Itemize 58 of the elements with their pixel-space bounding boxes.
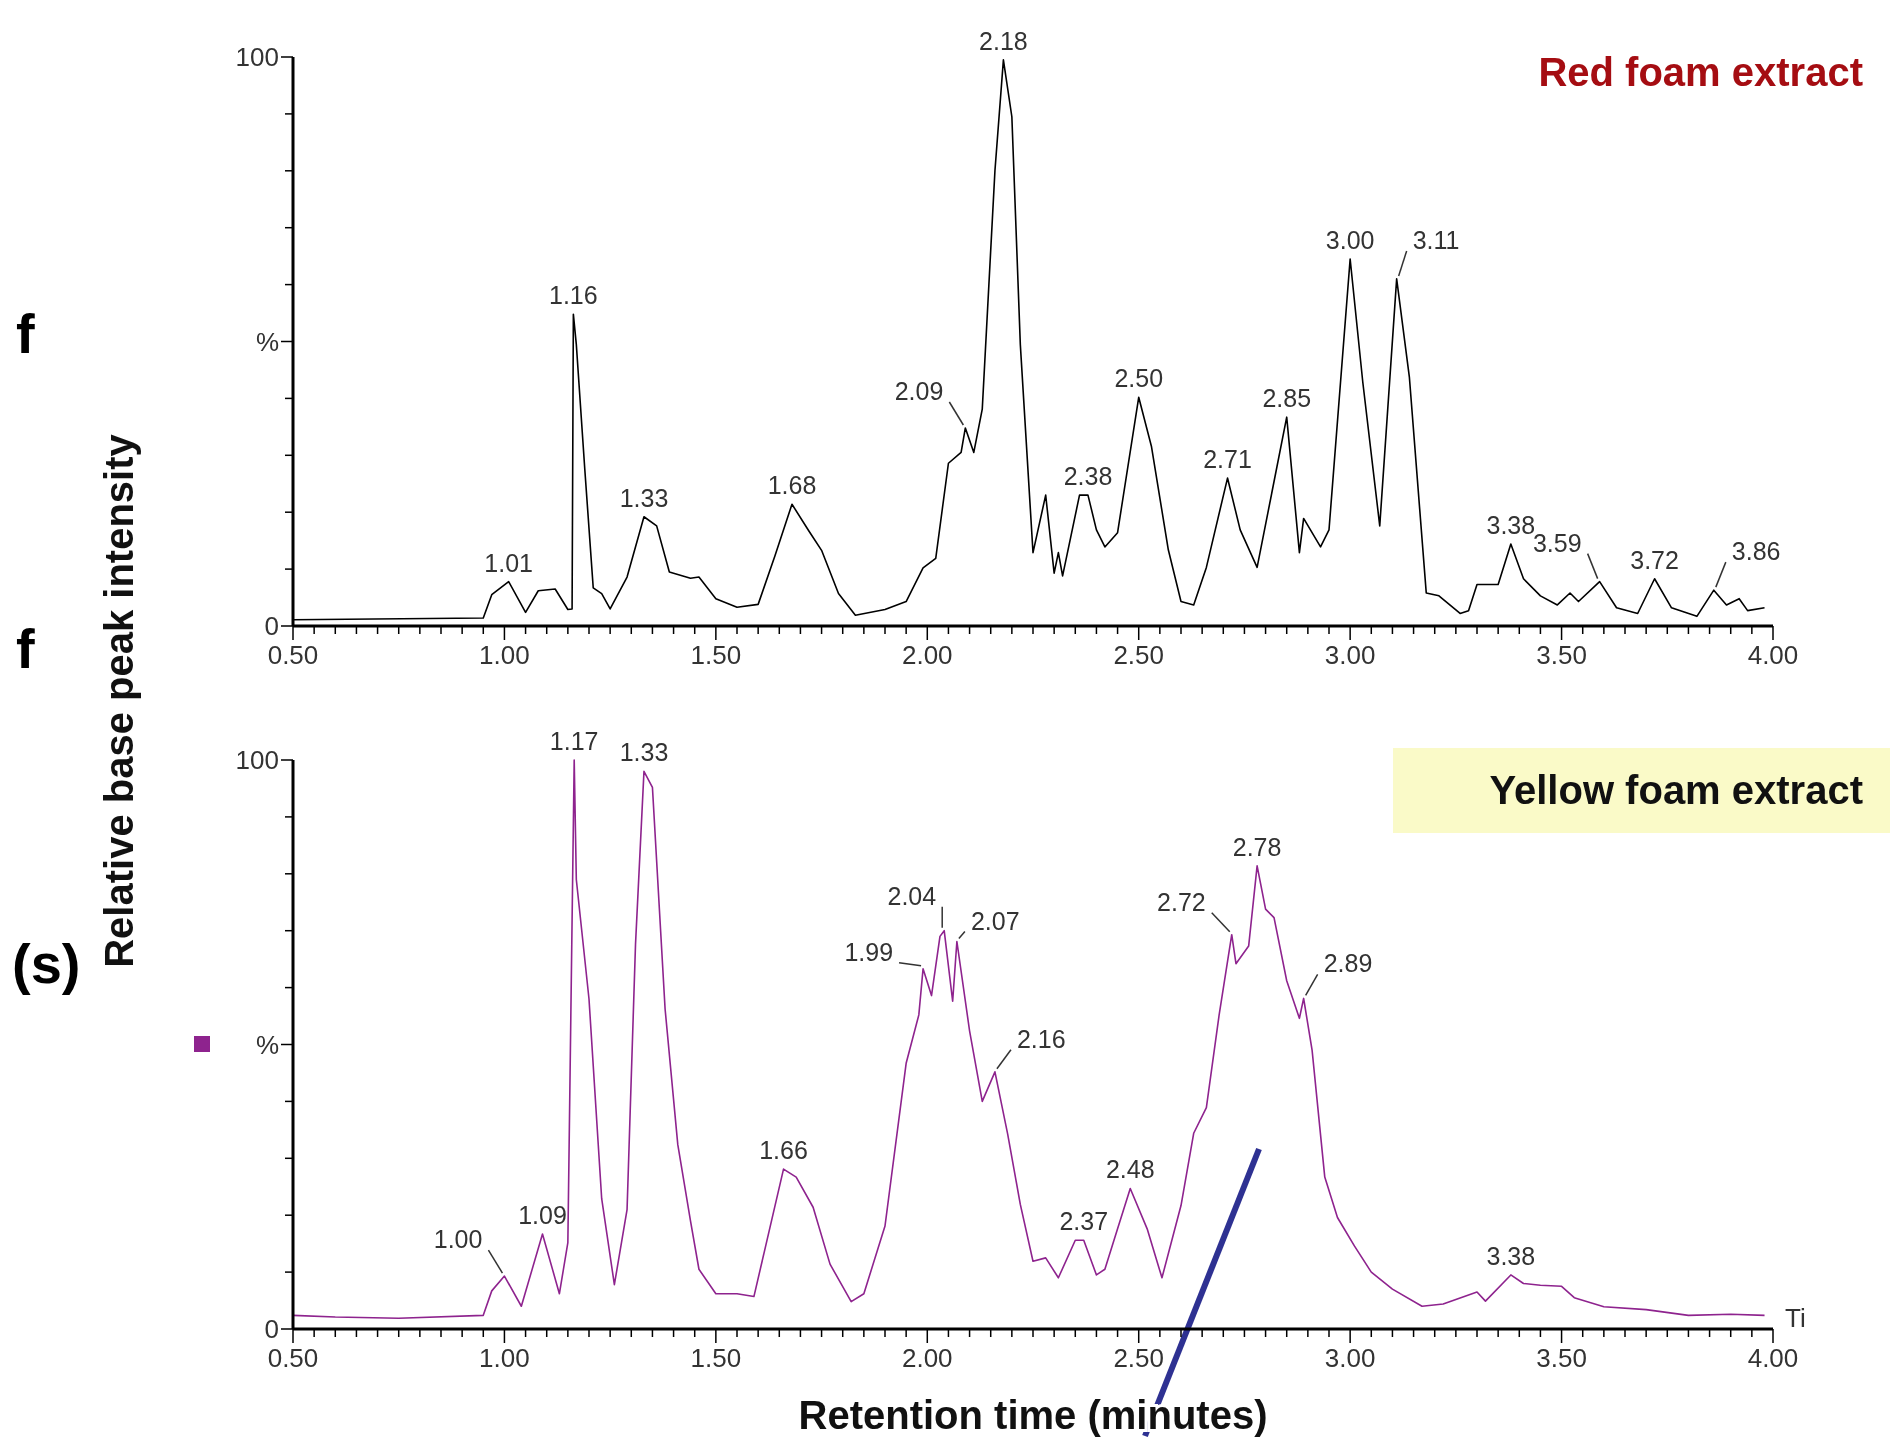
annotation: 1.09 xyxy=(518,1200,567,1229)
annotation: 3.38 xyxy=(1486,1241,1536,1270)
x-tick-label: 3.00 xyxy=(1324,1343,1376,1373)
annotation: 2.38 xyxy=(1063,462,1113,491)
annotation: 2.37 xyxy=(1059,1207,1109,1236)
x-tick-label: 3.00 xyxy=(1324,640,1376,670)
annotation: 1.33 xyxy=(619,483,669,512)
y-tick-label: 100 xyxy=(235,745,279,775)
annotation: 2.71 xyxy=(1203,445,1252,474)
text: (s) xyxy=(12,932,81,995)
annotation: 2.48 xyxy=(1105,1155,1155,1184)
annotation: 2.16 xyxy=(1016,1024,1066,1053)
annotation: 1.66 xyxy=(759,1136,808,1165)
x-tick-label: 4.00 xyxy=(1747,1343,1799,1373)
x-tick-label: 1.50 xyxy=(690,640,742,670)
annotation: 2.72 xyxy=(1157,887,1206,916)
y-tick-label: % xyxy=(255,1029,279,1060)
annotation: 1.00 xyxy=(433,1225,483,1254)
y-tick-label: % xyxy=(255,326,279,357)
x-tick-label: 0.50 xyxy=(267,640,319,670)
annotation: 1.33 xyxy=(619,738,669,767)
annotation: 2.50 xyxy=(1114,364,1164,393)
x-tick-label: 2.00 xyxy=(901,640,953,670)
chart-title: Yellow foam extract xyxy=(1489,768,1863,812)
x-tick-label: 2.50 xyxy=(1113,1343,1165,1373)
text: f xyxy=(16,617,35,680)
y-tick-label: 100 xyxy=(235,42,279,72)
annotation: 2.07 xyxy=(970,906,1020,935)
x-tick-label: 4.00 xyxy=(1747,640,1799,670)
x-tick-label: 2.00 xyxy=(901,1343,953,1373)
annotation: 3.72 xyxy=(1630,545,1679,574)
x-tick-label: 1.50 xyxy=(690,1343,742,1373)
annotation: 3.86 xyxy=(1731,537,1781,566)
annotation: 1.17 xyxy=(549,727,599,755)
y-tick-label: 0 xyxy=(264,1314,279,1344)
annotation: 3.00 xyxy=(1325,225,1375,254)
annotation: 2.04 xyxy=(887,881,937,910)
text: f xyxy=(16,302,35,365)
chart-title: Red foam extract xyxy=(1538,50,1863,94)
annotation: 2.89 xyxy=(1323,949,1373,978)
annotation: 3.11 xyxy=(1412,225,1460,254)
x-tick-label: 2.50 xyxy=(1113,640,1165,670)
annotation: 2.78 xyxy=(1232,832,1282,861)
y-tick-label: 0 xyxy=(264,611,279,641)
annotation: 2.18 xyxy=(979,26,1028,55)
annotation: 1.99 xyxy=(844,937,894,966)
x-tick-label: 0.50 xyxy=(267,1343,319,1373)
x-tick-label: 1.00 xyxy=(479,1343,530,1373)
annotation: 1.01 xyxy=(484,548,533,577)
text: Ti xyxy=(1785,1303,1806,1333)
x-tick-label: 3.50 xyxy=(1536,1343,1587,1373)
annotation: 1.16 xyxy=(549,281,598,310)
x-tick-label: 3.50 xyxy=(1536,640,1587,670)
x-tick-label: 1.00 xyxy=(479,640,530,670)
annotation: 1.68 xyxy=(767,471,817,500)
annotation: 2.85 xyxy=(1262,384,1312,413)
y-axis-title: Relative base peak intensity xyxy=(97,433,141,968)
annotation: 2.09 xyxy=(894,376,944,405)
